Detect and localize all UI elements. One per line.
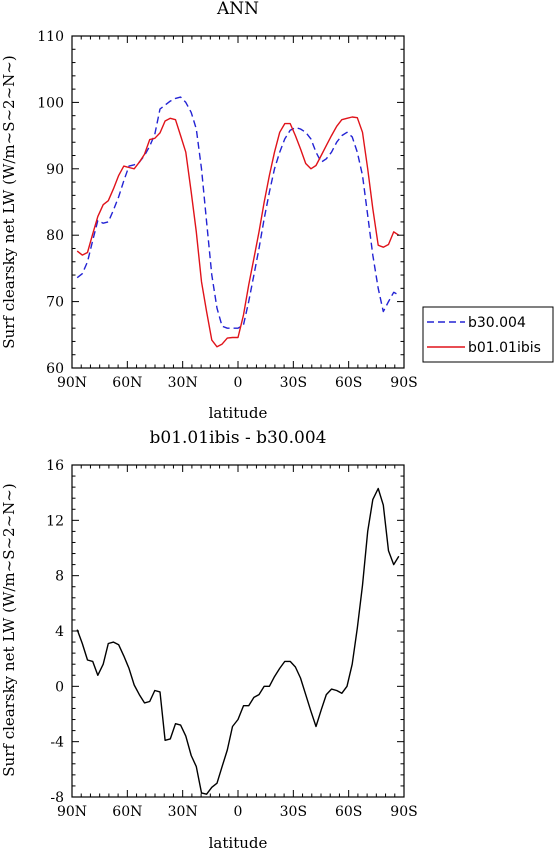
top-y-tick-label: 70 <box>46 295 64 311</box>
legend: b30.004 b01.01ibis <box>422 306 554 363</box>
top-y-tick-label: 90 <box>46 162 64 178</box>
top-series-lines <box>76 96 400 348</box>
bottom-y-axis-label: Surf clearsky net LW (W/m~S~2~N~) <box>0 483 18 776</box>
bottom-x-tick-label: 0 <box>234 804 243 820</box>
bottom-y-tick-label: 16 <box>46 458 64 474</box>
bottom-chart-title: b01.01ibis - b30.004 <box>150 428 327 448</box>
bottom-series-line-0 <box>76 487 400 795</box>
bottom-series-lines <box>76 487 400 795</box>
bottom-x-tick-label: 90N <box>57 804 87 820</box>
bottom-y-tick-label: 0 <box>55 679 64 695</box>
top-panel: ANN 90N 60N 30N 0 30S 60S 90S 60 70 80 90 100 110 la… <box>0 0 418 422</box>
bottom-x-axis-label: latitude <box>209 834 268 851</box>
top-y-tick-label: 100 <box>37 95 64 111</box>
bottom-panel: b01.01ibis - b30.004 90N 60N 30N 0 30S 60S 90S… <box>0 428 418 851</box>
top-y-tick-label: 80 <box>46 228 64 244</box>
top-x-tick-label: 60N <box>112 375 142 391</box>
top-x-axis-label: latitude <box>209 404 268 422</box>
top-axes: 90N 60N 30N 0 30S 60S 90S 60 70 80 90 100 110 <box>37 29 417 391</box>
top-series-line-1 <box>76 116 400 348</box>
top-x-tick-label: 0 <box>234 375 243 391</box>
top-chart-title: ANN <box>216 0 259 19</box>
bottom-x-tick-label: 30S <box>280 804 307 820</box>
top-x-tick-label: 90N <box>57 375 87 391</box>
top-x-tick-label: 30S <box>280 375 307 391</box>
bottom-x-tick-label: 30N <box>168 804 198 820</box>
top-plot-frame <box>71 35 405 369</box>
bottom-y-tick-label: 12 <box>46 513 64 529</box>
legend-label-b01: b01.01ibis <box>468 340 541 356</box>
bottom-x-tick-label: 60N <box>112 804 142 820</box>
top-y-tick-label: 110 <box>37 29 64 45</box>
legend-label-b30: b30.004 <box>468 315 526 331</box>
bottom-y-tick-label: 8 <box>55 569 64 585</box>
legend-box <box>422 306 554 363</box>
bottom-y-tick-label: -8 <box>50 790 64 806</box>
top-x-tick-label: 30N <box>168 375 198 391</box>
bottom-y-tick-label: 4 <box>55 624 64 640</box>
bottom-plot-frame <box>71 464 405 798</box>
bottom-x-tick-label: 60S <box>335 804 362 820</box>
bottom-x-tick-label: 90S <box>390 804 417 820</box>
top-y-tick-label: 60 <box>46 361 64 377</box>
bottom-axes: 90N 60N 30N 0 30S 60S 90S -8 -4 0 4 8 12 16 <box>46 458 418 820</box>
top-x-tick-label: 90S <box>390 375 417 391</box>
bottom-y-tick-label: -4 <box>50 735 64 751</box>
top-y-axis-label: Surf clearsky net LW (W/m~S~2~N~) <box>0 55 18 348</box>
top-x-tick-label: 60S <box>335 375 362 391</box>
top-series-line-0 <box>76 96 400 329</box>
